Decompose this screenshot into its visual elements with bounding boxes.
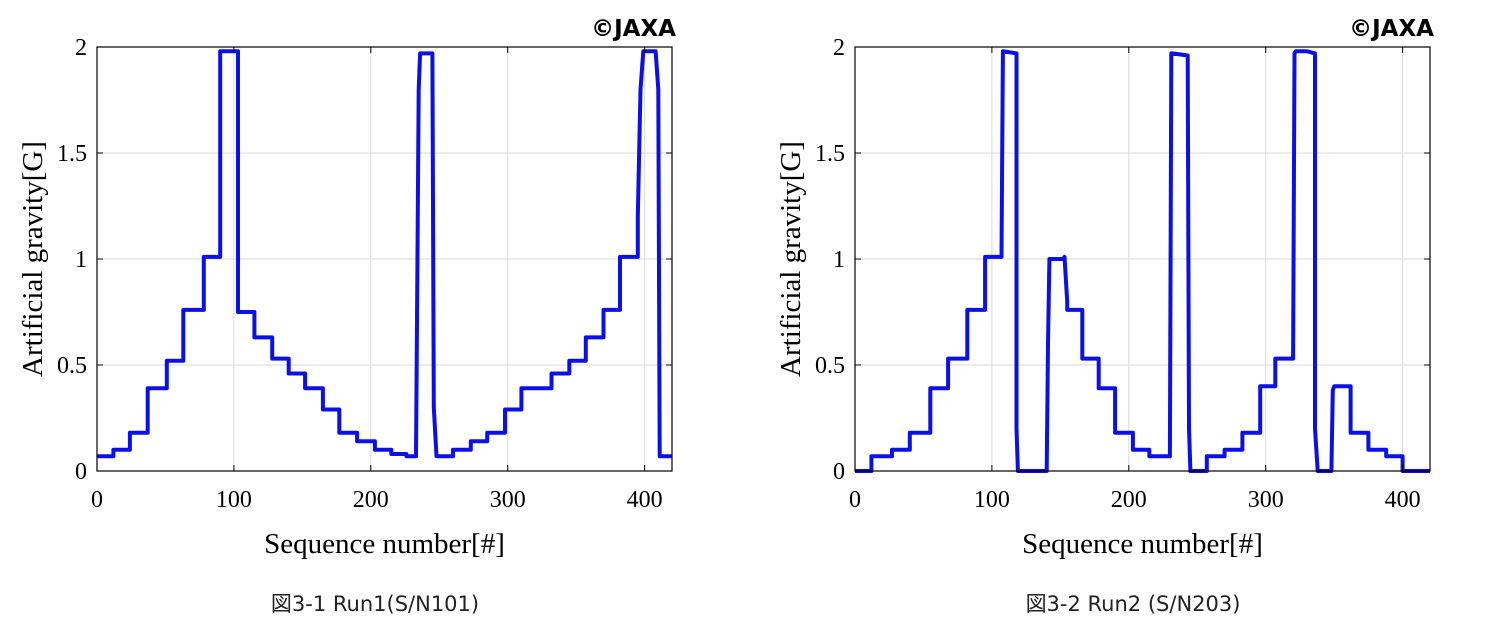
x-tick-label: 400 [627, 487, 663, 513]
x-tick-label: 200 [353, 487, 389, 513]
chart-run2: 0 100 200 300 400 0 0.5 1 1.5 2 Sequence number[#]… [775, 16, 1434, 560]
chart-run1: 0 100 200 300 400 0 0.5 1 1.5 2 Sequence number[#]… [17, 16, 676, 560]
series-line [855, 49, 1430, 473]
x-axis-label: Sequence number[#] [1022, 528, 1263, 560]
x-tick-label: 100 [216, 487, 252, 513]
y-axis-label: Artificial gravity[G] [17, 141, 49, 377]
y-tick-label: 2 [833, 35, 845, 61]
y-tick-label: 0.5 [815, 353, 845, 379]
y-tick-label: 0 [833, 459, 845, 485]
x-tick-label: 200 [1111, 487, 1147, 513]
figure-caption: 図3-1 Run1(S/N101) [270, 592, 480, 616]
x-tick-label: 100 [974, 487, 1010, 513]
figure-caption: 図3-2 Run2 (S/N203) [1025, 592, 1241, 616]
x-tick-label: 300 [1248, 487, 1284, 513]
y-tick-label: 1 [833, 247, 845, 273]
y-tick-label: 1.5 [57, 141, 87, 167]
copyright-label: ©JAXA [591, 16, 676, 42]
y-tick-label: 0 [75, 459, 87, 485]
y-tick-label: 1 [75, 247, 87, 273]
figure-run1: 0 100 200 300 400 0 0.5 1 1.5 2 Sequence number[#]… [17, 16, 676, 616]
figure-run2: 0 100 200 300 400 0 0.5 1 1.5 2 Sequence number[#]… [758, 0, 1500, 640]
y-tick-label: 0.5 [57, 353, 87, 379]
x-tick-label: 0 [91, 487, 103, 513]
y-tick-label: 2 [75, 35, 87, 61]
series-line [97, 49, 672, 459]
copyright-label: ©JAXA [1349, 16, 1434, 42]
y-tick-label: 1.5 [815, 141, 845, 167]
x-axis-label: Sequence number[#] [264, 528, 505, 560]
x-tick-label: 300 [490, 487, 526, 513]
x-tick-label: 400 [1385, 487, 1421, 513]
y-axis-label: Artificial gravity[G] [775, 141, 807, 377]
x-tick-label: 0 [849, 487, 861, 513]
